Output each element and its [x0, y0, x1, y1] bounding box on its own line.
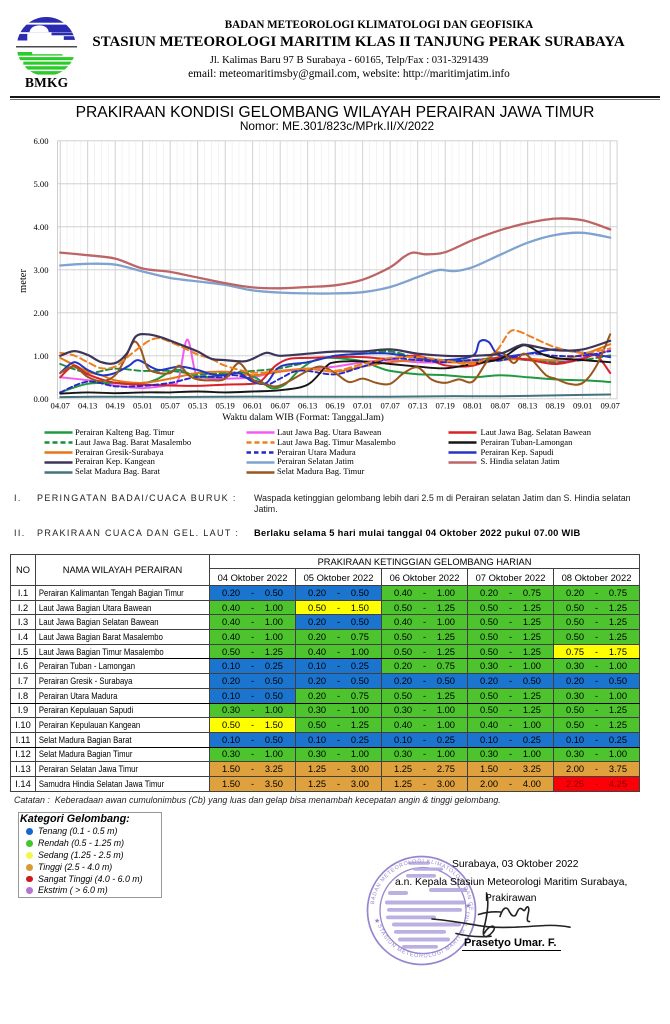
svg-text:08.13: 08.13: [518, 400, 537, 410]
svg-text:3.00: 3.00: [33, 265, 48, 275]
svg-text:07.01: 07.01: [353, 400, 372, 410]
svg-text:2.00: 2.00: [33, 308, 48, 318]
svg-text:05.07: 05.07: [161, 400, 181, 410]
svg-text:08.19: 08.19: [546, 400, 565, 410]
svg-text:BMKG: BMKG: [25, 75, 69, 90]
svg-text:5.00: 5.00: [33, 179, 48, 189]
svg-text:06.01: 06.01: [243, 400, 262, 410]
svg-text:09.01: 09.01: [573, 400, 592, 410]
svg-text:04.13: 04.13: [78, 400, 97, 410]
svg-text:08.01: 08.01: [463, 400, 482, 410]
svg-text:08.07: 08.07: [491, 400, 511, 410]
svg-text:Waktu dalam WIB (Format: Tangg: Waktu dalam WIB (Format: Tanggal.Jam): [222, 412, 384, 423]
svg-text:09.07: 09.07: [601, 400, 621, 410]
svg-text:04.19: 04.19: [106, 400, 125, 410]
svg-text:4.00: 4.00: [33, 222, 48, 232]
svg-text:★: ★: [465, 902, 471, 910]
svg-text:04.07: 04.07: [51, 400, 71, 410]
svg-text:05.13: 05.13: [188, 400, 207, 410]
svg-text:07.19: 07.19: [436, 400, 455, 410]
svg-text:meter: meter: [18, 269, 29, 293]
svg-text:6.00: 6.00: [33, 136, 48, 146]
svg-text:1.00: 1.00: [33, 351, 48, 361]
svg-text:05.01: 05.01: [133, 400, 152, 410]
svg-text:06.07: 06.07: [271, 400, 291, 410]
svg-text:0.00: 0.00: [33, 394, 48, 404]
svg-text:05.19: 05.19: [216, 400, 235, 410]
svg-text:06.19: 06.19: [326, 400, 345, 410]
svg-text:★: ★: [374, 917, 380, 925]
svg-text:07.07: 07.07: [381, 400, 401, 410]
svg-text:06.13: 06.13: [298, 400, 317, 410]
svg-text:07.13: 07.13: [408, 400, 427, 410]
